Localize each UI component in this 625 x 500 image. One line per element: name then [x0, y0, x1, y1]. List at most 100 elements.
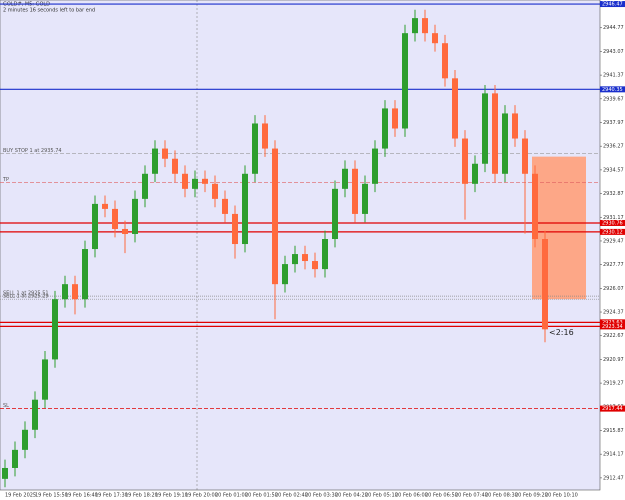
candle-body [122, 228, 128, 234]
candle-body [392, 108, 398, 129]
candle-body [482, 93, 488, 164]
y-tick-label: 2920.97 [603, 357, 624, 363]
price-tag-label: 2923.34 [602, 324, 623, 330]
candle-body [202, 178, 208, 184]
price-tag [600, 219, 625, 226]
candle-body [322, 239, 328, 270]
x-tick-label: 19 Feb 16:40 [65, 493, 98, 499]
bar-timer: <2:16 [549, 328, 574, 337]
candle-body [282, 264, 288, 285]
candle-body [82, 249, 88, 300]
y-tick-label: 2914.17 [603, 452, 624, 458]
candle-body [192, 178, 198, 189]
candle-body [312, 261, 318, 270]
y-tick-label: 2929.47 [603, 238, 624, 244]
x-tick-label: 19 Feb 19:10 [155, 493, 188, 499]
x-tick-label: 20 Feb 07:40 [455, 493, 488, 499]
price-tag-label: 2940.35 [602, 87, 623, 93]
x-tick-label: 20 Feb 03:30 [305, 493, 338, 499]
chart-subtitle: 2 minutes 16 seconds left to bar end [3, 8, 95, 14]
candle-body [182, 173, 188, 189]
candle-body [492, 93, 498, 174]
x-tick-label: 20 Feb 02:40 [275, 493, 308, 499]
price-tag [600, 405, 625, 412]
x-tick-label: 20 Feb 09:20 [515, 493, 548, 499]
y-tick-label: 2934.57 [603, 167, 624, 173]
candle-body [102, 203, 108, 209]
candle-body [372, 148, 378, 184]
order-zone [532, 156, 586, 300]
y-tick-label: 2937.97 [603, 120, 624, 126]
candle-body [262, 123, 268, 149]
candle-body [232, 213, 238, 245]
price-tag [600, 319, 625, 326]
candle-body [112, 208, 118, 229]
candle-body [532, 173, 538, 240]
y-tick-label: 2936.27 [603, 144, 624, 150]
y-tick-label: 2944.77 [603, 25, 624, 31]
level-note: SELL 1 at 2925.51 [3, 291, 49, 297]
x-tick-label: 20 Feb 06:50 [425, 493, 458, 499]
y-tick-label: 2919.27 [603, 381, 624, 387]
candle-body [92, 203, 98, 250]
y-tick-label: 2931.17 [603, 215, 624, 221]
candle-body [242, 173, 248, 245]
time-axis-panel [0, 490, 600, 500]
candle-body [42, 359, 48, 400]
candle-body [332, 188, 338, 240]
candle-body [442, 43, 448, 79]
candle-body [542, 239, 548, 330]
y-tick-label: 2924.37 [603, 310, 624, 316]
plot-frame [0, 0, 601, 491]
candle-body [72, 284, 78, 300]
x-tick-label: 19 Feb 17:30 [95, 493, 128, 499]
candle-body [382, 108, 388, 149]
level-note: BUY STOP 1 at 2935.74 [3, 148, 62, 154]
candle-body [352, 168, 358, 214]
candle-body [432, 33, 438, 44]
candle-body [302, 254, 308, 262]
price-tag [600, 1, 625, 8]
candle-body [132, 198, 138, 234]
price-tag-label: 2930.76 [602, 220, 623, 226]
candle-body [62, 284, 68, 300]
y-tick-label: 2927.77 [603, 262, 624, 268]
candle-body [12, 449, 18, 468]
y-tick-label: 2915.87 [603, 428, 624, 434]
candle-body [472, 163, 478, 184]
candle-body [172, 158, 178, 174]
price-tag-label: 2917.44 [602, 406, 623, 412]
candle-body [152, 148, 158, 174]
x-tick-label: 20 Feb 10:10 [545, 493, 578, 499]
price-tag-label: 2923.63 [602, 320, 623, 326]
price-tag [600, 86, 625, 93]
x-tick-label: 20 Feb 04:20 [335, 493, 368, 499]
candle-body [162, 148, 168, 159]
candle-body [422, 18, 428, 34]
candle-body [252, 123, 258, 174]
price-tag-label: 2930.12 [602, 229, 623, 235]
candle-body [512, 113, 518, 139]
x-tick-label: 20 Feb 05:10 [365, 493, 398, 499]
x-tick-label: 19 Feb 18:20 [125, 493, 158, 499]
x-tick-label: 20 Feb 01:50 [245, 493, 278, 499]
x-tick-label: 19 Feb 15:50 [35, 493, 68, 499]
candle-body [212, 183, 218, 199]
x-tick-label: 19 Feb 20:00 [185, 493, 218, 499]
y-tick-label: 2932.87 [603, 191, 624, 197]
candle-body [22, 429, 28, 450]
x-tick-label: 20 Feb 08:30 [485, 493, 518, 499]
candle-body [412, 18, 418, 34]
y-tick-label: 2912.47 [603, 475, 624, 481]
plot-background [0, 0, 600, 490]
candle-body [462, 138, 468, 184]
candle-body [142, 173, 148, 199]
y-tick-label: 2922.67 [603, 333, 624, 339]
x-tick-label: 20 Feb 01:00 [215, 493, 248, 499]
candle-body [522, 138, 528, 174]
y-tick-label: 2943.07 [603, 49, 624, 55]
price-tag [600, 228, 625, 235]
y-tick-label: 2926.07 [603, 286, 624, 292]
